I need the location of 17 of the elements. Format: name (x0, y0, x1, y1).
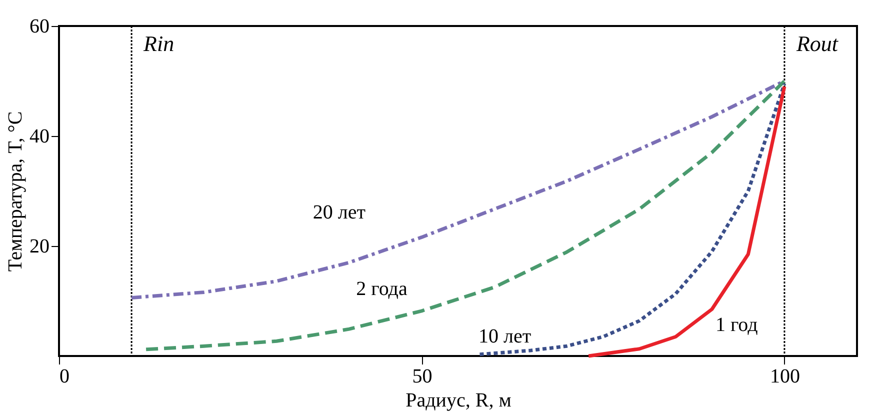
y-tick-label: 40 (30, 126, 50, 148)
y-axis-title: Температура, T, °C (4, 111, 26, 272)
ref-line-label: Rin (142, 31, 174, 56)
x-tick-label: 0 (60, 366, 70, 388)
x-tick-label: 100 (770, 366, 800, 388)
x-tick-label: 50 (412, 366, 432, 388)
line-series (144, 79, 786, 352)
series-label: 1 год (715, 314, 758, 336)
y-tick-label: 20 (30, 236, 50, 258)
ref-line-label: Rout (795, 31, 839, 56)
series-label: 10 лет (478, 325, 532, 348)
line-series (478, 82, 786, 356)
line-series (586, 84, 786, 358)
series-label: 20 лет (312, 202, 366, 224)
series-label: 2 года (356, 278, 408, 300)
x-axis-title: Радиус, R, м (406, 390, 512, 412)
y-tick-label: 60 (30, 16, 50, 38)
